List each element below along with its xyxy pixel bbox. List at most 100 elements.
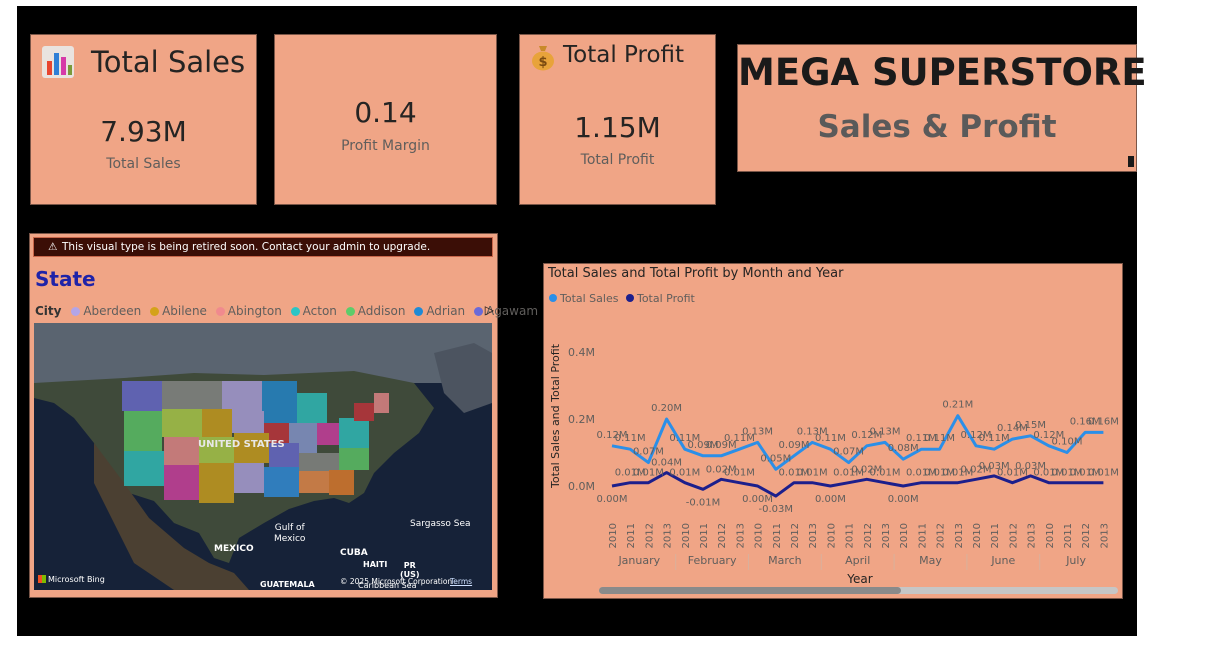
legend-item[interactable]: Abilene [150, 304, 207, 318]
data-label: 0.01M [724, 468, 755, 479]
data-label: 0.11M [615, 433, 646, 444]
y-tick-label: 0.2M [568, 413, 595, 426]
map-label-gulf: Gulf of Mexico [274, 523, 306, 544]
legend-item[interactable]: Aberdeen [71, 304, 141, 318]
data-label: 0.15M [1015, 420, 1046, 431]
x-tick-label: 2011 [917, 523, 928, 548]
x-tick-label: 2012 [936, 523, 947, 548]
x-group-label: June [990, 554, 1015, 567]
legend-item-total-profit[interactable]: Total Profit [625, 292, 695, 305]
profit-margin-card[interactable]: 0.14 Profit Margin [274, 34, 497, 205]
money-bag-icon: $ [532, 46, 554, 71]
legend-item[interactable]: Adrian [414, 304, 465, 318]
x-tick-label: 2011 [699, 523, 710, 548]
x-tick-label: 2011 [626, 523, 637, 548]
data-label: 0.16M [1070, 416, 1101, 427]
x-tick-label: 2013 [1027, 523, 1038, 548]
total-sales-title: Total Sales [91, 45, 246, 79]
svg-text:$: $ [538, 55, 547, 70]
data-label: 0.11M [669, 433, 700, 444]
data-label: 0.01M [1088, 468, 1119, 479]
x-group-label: April [845, 554, 870, 567]
scrollbar-thumb[interactable] [599, 587, 901, 594]
data-label: 0.10M [1052, 437, 1083, 448]
map-label-sargasso: Sargasso Sea [410, 519, 471, 529]
data-label: 0.01M [906, 468, 937, 479]
data-label: 0.01M [1070, 468, 1101, 479]
data-label: 0.01M [615, 468, 646, 479]
data-label: 0.20M [651, 403, 682, 414]
x-tick-label: 2011 [990, 523, 1001, 548]
total-sales-card[interactable]: Total Sales 7.93M Total Sales [30, 34, 257, 205]
x-axis-label: Year [846, 572, 872, 586]
data-label: 0.00M [888, 494, 919, 505]
data-label: 0.08M [888, 443, 919, 454]
map-label-country: UNITED STATES [198, 439, 285, 450]
data-label: 0.02M [706, 464, 737, 475]
data-label: 0.01M [924, 468, 955, 479]
x-tick-label: 2013 [735, 523, 746, 548]
data-label: 0.11M [924, 433, 955, 444]
legend-item[interactable]: Acton [290, 304, 337, 318]
microsoft-logo-icon [38, 575, 46, 583]
data-label: 0.01M [633, 468, 664, 479]
map-canvas[interactable]: UNITED STATES Gulf of Mexico MEXICO Sarg… [34, 323, 492, 590]
banner-subtitle: Sales & Profit [817, 109, 1057, 145]
legend-item[interactable]: Abington [215, 304, 282, 318]
legend-item-total-sales[interactable]: Total Sales [549, 292, 618, 305]
data-label: 0.11M [906, 433, 937, 444]
data-label: 0.02M [851, 464, 882, 475]
profit-margin-label: Profit Margin [341, 138, 430, 154]
data-label: 0.04M [651, 458, 682, 469]
data-label: -0.01M [686, 497, 721, 508]
data-label: 0.03M [979, 461, 1010, 472]
sales-profit-line-chart[interactable]: Total Sales and Total Profit by Month an… [543, 263, 1123, 599]
x-tick-label: 2011 [845, 523, 856, 548]
x-tick-label: 2012 [1008, 523, 1019, 548]
data-label: 0.13M [797, 426, 828, 437]
x-tick-label: 2012 [863, 523, 874, 548]
data-label: 0.01M [1052, 468, 1083, 479]
x-tick-label: 2013 [808, 523, 819, 548]
report-canvas: Total Sales 7.93M Total Sales 0.14 Profi… [17, 6, 1147, 636]
data-label: -0.03M [759, 504, 794, 515]
data-label: 0.01M [942, 468, 973, 479]
data-label: 0.00M [815, 494, 846, 505]
data-label: 0.00M [597, 494, 628, 505]
city-legend: City Aberdeen Abilene Abington Acton Add… [35, 304, 543, 318]
data-label: 0.01M [833, 468, 864, 479]
x-tick-label: 2013 [954, 523, 965, 548]
map-label-pr: PR (US) [400, 561, 420, 579]
x-tick-label: 2010 [826, 523, 837, 548]
legend-item[interactable]: Agawam [473, 304, 538, 318]
warning-icon: ⚠ [48, 241, 58, 253]
legend-item[interactable]: Addison [345, 304, 405, 318]
data-label: 0.01M [1033, 468, 1064, 479]
data-label: 0.13M [742, 426, 773, 437]
resize-handle[interactable] [1128, 156, 1134, 167]
warning-text: This visual type is being retired soon. … [62, 241, 431, 253]
x-tick-label: 2012 [717, 523, 728, 548]
data-label: 0.01M [797, 468, 828, 479]
data-label: 0.09M [779, 440, 810, 451]
series-line-total-profit [611, 471, 1104, 498]
map-terms-link[interactable]: Terms [450, 577, 473, 586]
data-label: 0.09M [688, 440, 719, 451]
data-label: 0.09M [706, 440, 737, 451]
horizontal-scrollbar[interactable] [599, 587, 1118, 594]
title-banner[interactable]: MEGA SUPERSTORE Sales & Profit [737, 44, 1147, 172]
x-group-label: January [617, 554, 660, 567]
x-tick-label: 2010 [754, 523, 765, 548]
x-group-label: February [688, 554, 737, 567]
data-label: 0.11M [724, 433, 755, 444]
y-axis-label: Total Sales and Total Profit [549, 343, 562, 489]
legend-title: City [35, 304, 62, 318]
map-background [34, 323, 492, 590]
state-map-visual[interactable]: ⚠ This visual type is being retired soon.… [29, 233, 538, 598]
data-label: 0.14M [997, 423, 1028, 434]
total-profit-card[interactable]: $ Total Profit 1.15M Total Profit [519, 34, 716, 205]
line-chart-plot[interactable]: 0.4M 0.2M 0.0M Total Sales and Total Profit… [544, 264, 1124, 600]
x-tick-label: 2013 [881, 523, 892, 548]
data-label: 0.11M [979, 433, 1010, 444]
legend-next-arrow-icon[interactable]: ▷ [484, 303, 494, 317]
